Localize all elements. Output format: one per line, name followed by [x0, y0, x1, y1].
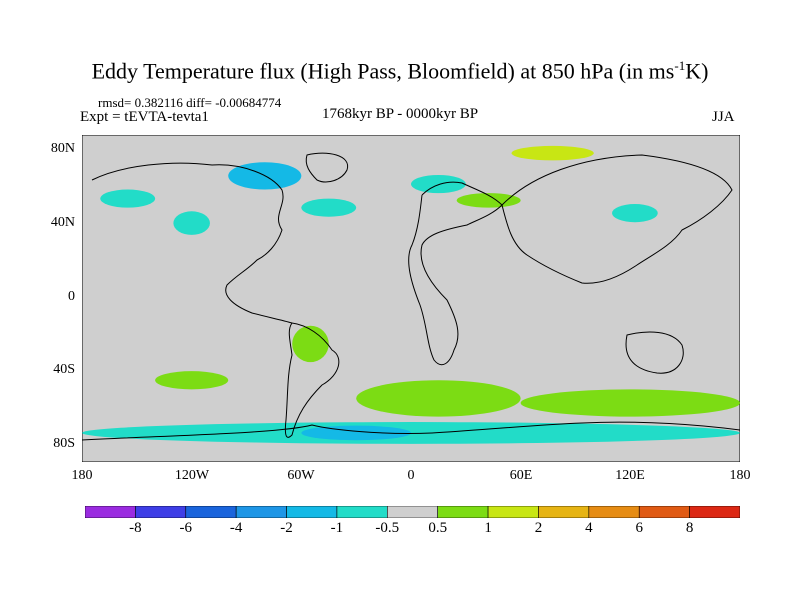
coast-europe-africa: [408, 181, 503, 366]
region-weddell-sea: [301, 425, 411, 441]
coast-north-america: [91, 162, 293, 324]
coast-antarctica: [82, 421, 740, 441]
colorbar-swatch: [336, 506, 388, 518]
colorbar-label: 4: [585, 520, 593, 536]
region-north-pacific: [100, 189, 156, 208]
flux-field-regions: [82, 145, 740, 444]
lat-label-40s: 40S: [53, 362, 75, 377]
colorbar-label: 1: [484, 520, 492, 536]
colorbar-swatch: [689, 506, 740, 518]
region-south-pacific: [155, 371, 229, 390]
lon-label-120e: 120E: [615, 468, 645, 483]
colorbar-swatch: [85, 506, 136, 518]
colorbar: [85, 506, 740, 518]
coast-australia: [625, 331, 684, 374]
lon-label-60w: 60W: [287, 468, 315, 483]
lon-label-180e: 180: [729, 468, 751, 483]
colorbar-label: -0.5: [375, 520, 400, 536]
coastlines: [82, 152, 740, 441]
lon-label-60e: 60E: [509, 468, 533, 483]
lon-label-120w: 120W: [174, 468, 210, 483]
colorbar-label: 0.5: [428, 520, 448, 536]
region-central-asia: [456, 193, 521, 208]
region-north-america-west: [173, 211, 210, 235]
experiment-label: Expt = tEVTA-tevta1: [80, 109, 209, 125]
colorbar-swatch: [538, 506, 590, 518]
colorbar-label: -1: [330, 520, 344, 536]
coast-south-america: [284, 322, 340, 438]
lon-label-0: 0: [407, 468, 415, 483]
colorbar-label: 2: [534, 520, 543, 536]
coast-greenland: [305, 152, 349, 183]
colorbar-label: -4: [229, 520, 243, 536]
season-label: JJA: [712, 109, 735, 125]
colorbar-swatch: [185, 506, 237, 518]
colorbar-swatch: [588, 506, 640, 518]
lat-label-0: 0: [68, 289, 75, 304]
lat-label-40n: 40N: [50, 215, 75, 230]
region-europe-north: [411, 174, 466, 194]
lat-label-80n: 80N: [50, 141, 75, 156]
map-title: Eddy Temperature flux (High Pass, Bloomf…: [91, 58, 709, 84]
colorbar-swatch: [387, 506, 438, 518]
colorbar-swatch: [638, 506, 690, 518]
region-southern-ocean-atlantic: [356, 380, 521, 417]
colorbar-swatch: [235, 506, 287, 518]
region-east-asia: [612, 204, 658, 223]
world-map: [82, 135, 740, 462]
region-south-america-east: [292, 325, 329, 363]
colorbar-swatch: [286, 506, 338, 518]
colorbar-swatch: [437, 506, 489, 518]
colorbar-label: -8: [129, 520, 142, 536]
region-northwest-atlantic: [301, 198, 357, 217]
colorbar-label: 6: [635, 520, 643, 536]
lat-label-80s: 80S: [53, 436, 75, 451]
lon-label-180w: 180: [71, 468, 93, 483]
coast-asia: [501, 154, 733, 284]
period-label: 1768kyr BP - 0000kyr BP: [322, 106, 479, 122]
colorbar-label: -6: [179, 520, 193, 536]
stats-label: rmsd= 0.382116 diff= -0.00684774: [98, 95, 282, 110]
colorbar-label: -2: [280, 520, 293, 536]
colorbar-swatch: [135, 506, 187, 518]
region-arctic-siberia: [511, 145, 594, 161]
colorbar-swatch: [487, 506, 539, 518]
region-southern-ocean-indian: [520, 389, 740, 417]
colorbar-label: 8: [685, 520, 694, 536]
region-antarctic-coast: [82, 422, 740, 444]
